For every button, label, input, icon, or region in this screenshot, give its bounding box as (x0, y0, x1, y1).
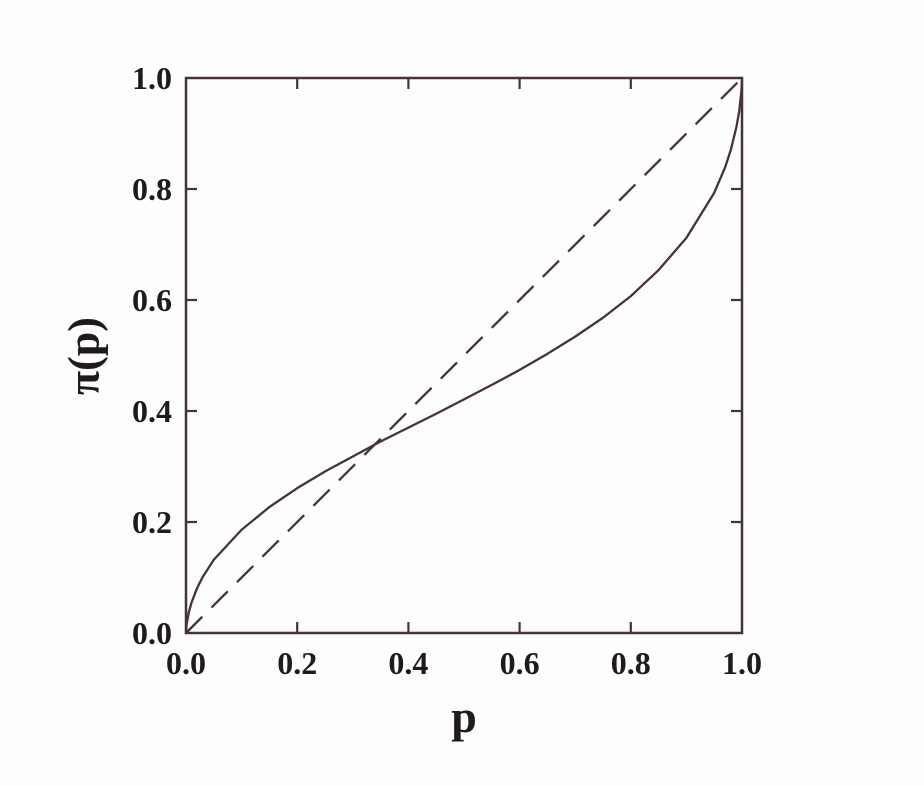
y-tick-label: 0.6 (132, 282, 172, 318)
x-tick-label: 0.0 (166, 645, 206, 681)
x-axis-title: p (451, 691, 477, 742)
y-axis-title: π(p) (59, 317, 109, 395)
identity-line (185, 77, 743, 634)
y-tick-label: 0.8 (132, 171, 172, 207)
y-tick-label: 0.4 (132, 393, 172, 429)
axis-frame (184, 76, 744, 635)
y-tick-label: 1.0 (132, 60, 172, 96)
x-tick-label: 0.6 (500, 645, 540, 681)
x-tick-label: 1.0 (722, 645, 762, 681)
x-tick-label: 0.4 (388, 645, 428, 681)
probability-weighting-curve (184, 77, 744, 634)
x-tick-label: 0.2 (277, 645, 317, 681)
y-tick-label: 0.2 (132, 504, 172, 540)
x-tick-label: 0.8 (611, 645, 651, 681)
y-tick-label: 0.0 (132, 615, 172, 651)
